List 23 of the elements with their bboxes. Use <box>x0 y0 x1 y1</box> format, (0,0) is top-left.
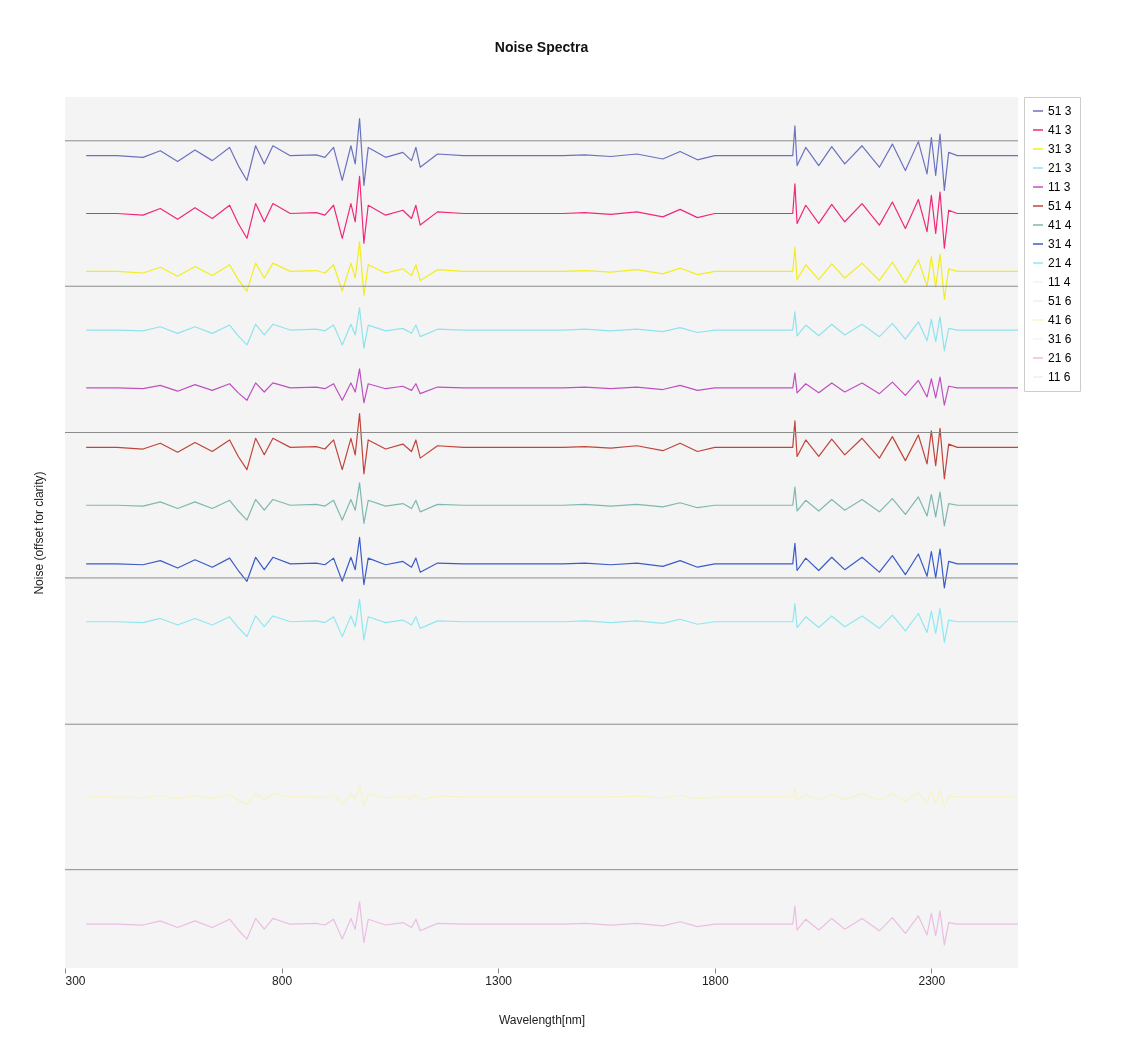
legend-label: 41 3 <box>1048 123 1072 137</box>
x-tick-label: 2300 <box>918 973 946 988</box>
y-axis-title: Noise (offset for clarity) <box>31 471 46 595</box>
legend-label: 51 3 <box>1048 104 1072 118</box>
legend-label: 51 6 <box>1048 294 1072 308</box>
legend-label: 41 4 <box>1048 218 1072 232</box>
legend-label: 21 3 <box>1048 161 1072 175</box>
legend-label: 11 6 <box>1048 370 1071 384</box>
legend-label: 31 4 <box>1048 237 1072 251</box>
legend-label: 31 6 <box>1048 332 1072 346</box>
legend-label: 21 4 <box>1048 256 1072 270</box>
x-tick-label: 800 <box>272 973 293 988</box>
legend-label: 11 4 <box>1048 275 1071 289</box>
legend-label: 31 3 <box>1048 142 1072 156</box>
legend-label: 51 4 <box>1048 199 1072 213</box>
x-tick-label: 300 <box>65 973 86 988</box>
x-tick-label: 1300 <box>485 973 513 988</box>
chart-title: Noise Spectra <box>494 38 589 55</box>
legend-label: 21 6 <box>1048 351 1072 365</box>
legend-label: 41 6 <box>1048 313 1072 327</box>
x-axis-title: Wavelength[nm] <box>498 1012 586 1027</box>
x-tick-label: 1800 <box>701 973 729 988</box>
legend-label: 11 3 <box>1048 180 1071 194</box>
